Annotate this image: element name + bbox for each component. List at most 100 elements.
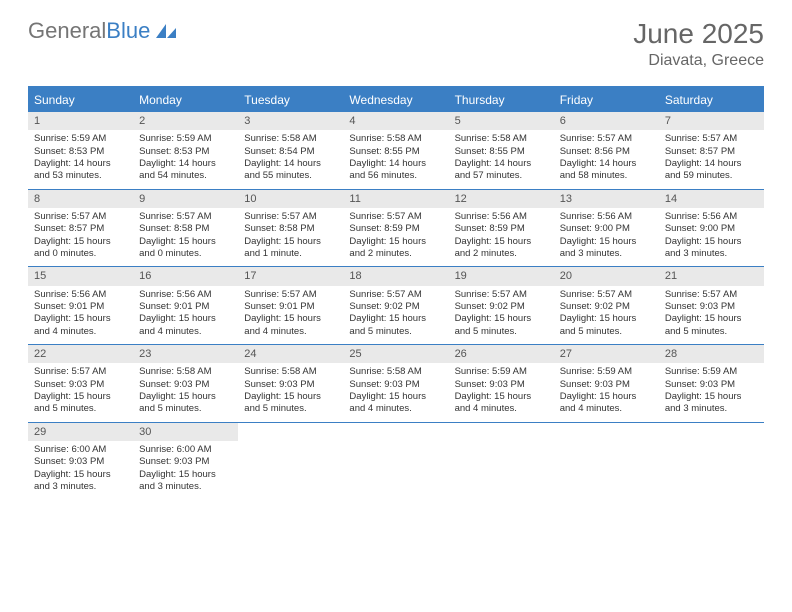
cell-body: Sunrise: 6:00 AMSunset: 9:03 PMDaylight:… [133,441,238,499]
cell-body: Sunrise: 5:57 AMSunset: 9:03 PMDaylight:… [28,363,133,421]
sunset-line: Sunset: 9:03 PM [665,301,758,313]
sunrise-line: Sunrise: 5:57 AM [560,133,653,145]
cell-body: Sunrise: 5:59 AMSunset: 9:03 PMDaylight:… [449,363,554,421]
calendar-cell: 22Sunrise: 5:57 AMSunset: 9:03 PMDayligh… [28,345,133,422]
sunrise-line: Sunrise: 5:58 AM [244,133,337,145]
daylight-line: Daylight: 15 hours and 4 minutes. [349,391,442,416]
sunrise-line: Sunrise: 5:56 AM [455,211,548,223]
sunrise-line: Sunrise: 5:57 AM [560,289,653,301]
cell-body: Sunrise: 5:58 AMSunset: 8:54 PMDaylight:… [238,130,343,188]
daylight-line: Daylight: 15 hours and 3 minutes. [560,236,653,261]
calendar-cell: 21Sunrise: 5:57 AMSunset: 9:03 PMDayligh… [659,267,764,344]
calendar-cell: 23Sunrise: 5:58 AMSunset: 9:03 PMDayligh… [133,345,238,422]
sunrise-line: Sunrise: 5:57 AM [665,289,758,301]
sunrise-line: Sunrise: 5:57 AM [349,289,442,301]
daylight-line: Daylight: 15 hours and 1 minute. [244,236,337,261]
daylight-line: Daylight: 14 hours and 56 minutes. [349,158,442,183]
calendar-cell: 24Sunrise: 5:58 AMSunset: 9:03 PMDayligh… [238,345,343,422]
sunset-line: Sunset: 9:03 PM [665,379,758,391]
daylight-line: Daylight: 15 hours and 4 minutes. [139,313,232,338]
sunset-line: Sunset: 9:03 PM [244,379,337,391]
brand-sail-icon [154,22,178,40]
day-number: 15 [28,267,133,285]
daylight-line: Daylight: 15 hours and 5 minutes. [349,313,442,338]
brand-part1: General [28,18,106,44]
day-number: 5 [449,112,554,130]
day-number: 13 [554,190,659,208]
sunrise-line: Sunrise: 5:56 AM [560,211,653,223]
calendar-cell: 27Sunrise: 5:59 AMSunset: 9:03 PMDayligh… [554,345,659,422]
cell-body: Sunrise: 5:56 AMSunset: 8:59 PMDaylight:… [449,208,554,266]
calendar-cell [554,423,659,500]
daylight-line: Daylight: 14 hours and 53 minutes. [34,158,127,183]
calendar: Sunday Monday Tuesday Wednesday Thursday… [28,86,764,499]
daylight-line: Daylight: 15 hours and 2 minutes. [349,236,442,261]
daylight-line: Daylight: 15 hours and 5 minutes. [665,313,758,338]
calendar-cell: 10Sunrise: 5:57 AMSunset: 8:58 PMDayligh… [238,190,343,267]
cell-body: Sunrise: 5:57 AMSunset: 9:02 PMDaylight:… [554,286,659,344]
calendar-cell [659,423,764,500]
calendar-cell: 12Sunrise: 5:56 AMSunset: 8:59 PMDayligh… [449,190,554,267]
sunset-line: Sunset: 8:55 PM [455,146,548,158]
day-number: 3 [238,112,343,130]
calendar-cell: 16Sunrise: 5:56 AMSunset: 9:01 PMDayligh… [133,267,238,344]
calendar-cell: 17Sunrise: 5:57 AMSunset: 9:01 PMDayligh… [238,267,343,344]
cell-body: Sunrise: 5:58 AMSunset: 9:03 PMDaylight:… [238,363,343,421]
calendar-week-row: 15Sunrise: 5:56 AMSunset: 9:01 PMDayligh… [28,267,764,345]
daylight-line: Daylight: 15 hours and 0 minutes. [34,236,127,261]
daylight-line: Daylight: 15 hours and 2 minutes. [455,236,548,261]
daylight-line: Daylight: 15 hours and 4 minutes. [455,391,548,416]
sunrise-line: Sunrise: 5:58 AM [244,366,337,378]
calendar-cell: 3Sunrise: 5:58 AMSunset: 8:54 PMDaylight… [238,112,343,189]
calendar-cell: 4Sunrise: 5:58 AMSunset: 8:55 PMDaylight… [343,112,448,189]
sunset-line: Sunset: 9:03 PM [34,379,127,391]
cell-body: Sunrise: 5:58 AMSunset: 9:03 PMDaylight:… [133,363,238,421]
sunset-line: Sunset: 8:56 PM [560,146,653,158]
title-month: June 2025 [633,18,764,50]
day-number: 8 [28,190,133,208]
sunset-line: Sunset: 8:57 PM [34,223,127,235]
sunset-line: Sunset: 8:58 PM [139,223,232,235]
calendar-cell: 5Sunrise: 5:58 AMSunset: 8:55 PMDaylight… [449,112,554,189]
cell-body: Sunrise: 5:58 AMSunset: 9:03 PMDaylight:… [343,363,448,421]
calendar-cell: 11Sunrise: 5:57 AMSunset: 8:59 PMDayligh… [343,190,448,267]
calendar-week-row: 1Sunrise: 5:59 AMSunset: 8:53 PMDaylight… [28,112,764,190]
day-number: 2 [133,112,238,130]
cell-body: Sunrise: 5:59 AMSunset: 8:53 PMDaylight:… [133,130,238,188]
sunrise-line: Sunrise: 5:58 AM [349,133,442,145]
weekday-header: Saturday [659,88,764,112]
calendar-cell: 6Sunrise: 5:57 AMSunset: 8:56 PMDaylight… [554,112,659,189]
day-number: 23 [133,345,238,363]
sunset-line: Sunset: 9:03 PM [349,379,442,391]
day-number: 18 [343,267,448,285]
calendar-cell: 7Sunrise: 5:57 AMSunset: 8:57 PMDaylight… [659,112,764,189]
sunrise-line: Sunrise: 5:59 AM [34,133,127,145]
daylight-line: Daylight: 14 hours and 55 minutes. [244,158,337,183]
calendar-week-row: 8Sunrise: 5:57 AMSunset: 8:57 PMDaylight… [28,190,764,268]
title-location: Diavata, Greece [633,52,764,70]
sunrise-line: Sunrise: 5:58 AM [139,366,232,378]
weekday-header: Sunday [28,88,133,112]
calendar-cell: 29Sunrise: 6:00 AMSunset: 9:03 PMDayligh… [28,423,133,500]
cell-body: Sunrise: 5:56 AMSunset: 9:00 PMDaylight:… [659,208,764,266]
calendar-week-row: 29Sunrise: 6:00 AMSunset: 9:03 PMDayligh… [28,423,764,500]
sunset-line: Sunset: 9:01 PM [244,301,337,313]
day-number: 30 [133,423,238,441]
sunrise-line: Sunrise: 5:57 AM [665,133,758,145]
sunrise-line: Sunrise: 5:57 AM [34,366,127,378]
daylight-line: Daylight: 15 hours and 3 minutes. [139,469,232,494]
sunrise-line: Sunrise: 5:57 AM [34,211,127,223]
calendar-cell: 8 Sunrise: 5:57 AMSunset: 8:57 PMDaylight… [28,190,133,267]
daylight-line: Daylight: 15 hours and 5 minutes. [560,313,653,338]
day-number: 1 [28,112,133,130]
sunset-line: Sunset: 9:02 PM [455,301,548,313]
cell-body: Sunrise: 5:57 AMSunset: 9:03 PMDaylight:… [659,286,764,344]
cell-body: Sunrise: 5:59 AMSunset: 9:03 PMDaylight:… [659,363,764,421]
daylight-line: Daylight: 14 hours and 58 minutes. [560,158,653,183]
daylight-line: Daylight: 15 hours and 4 minutes. [244,313,337,338]
daylight-line: Daylight: 14 hours and 59 minutes. [665,158,758,183]
brand-logo: GeneralBlue [28,18,178,44]
day-number: 10 [238,190,343,208]
sunset-line: Sunset: 9:03 PM [560,379,653,391]
calendar-cell [449,423,554,500]
